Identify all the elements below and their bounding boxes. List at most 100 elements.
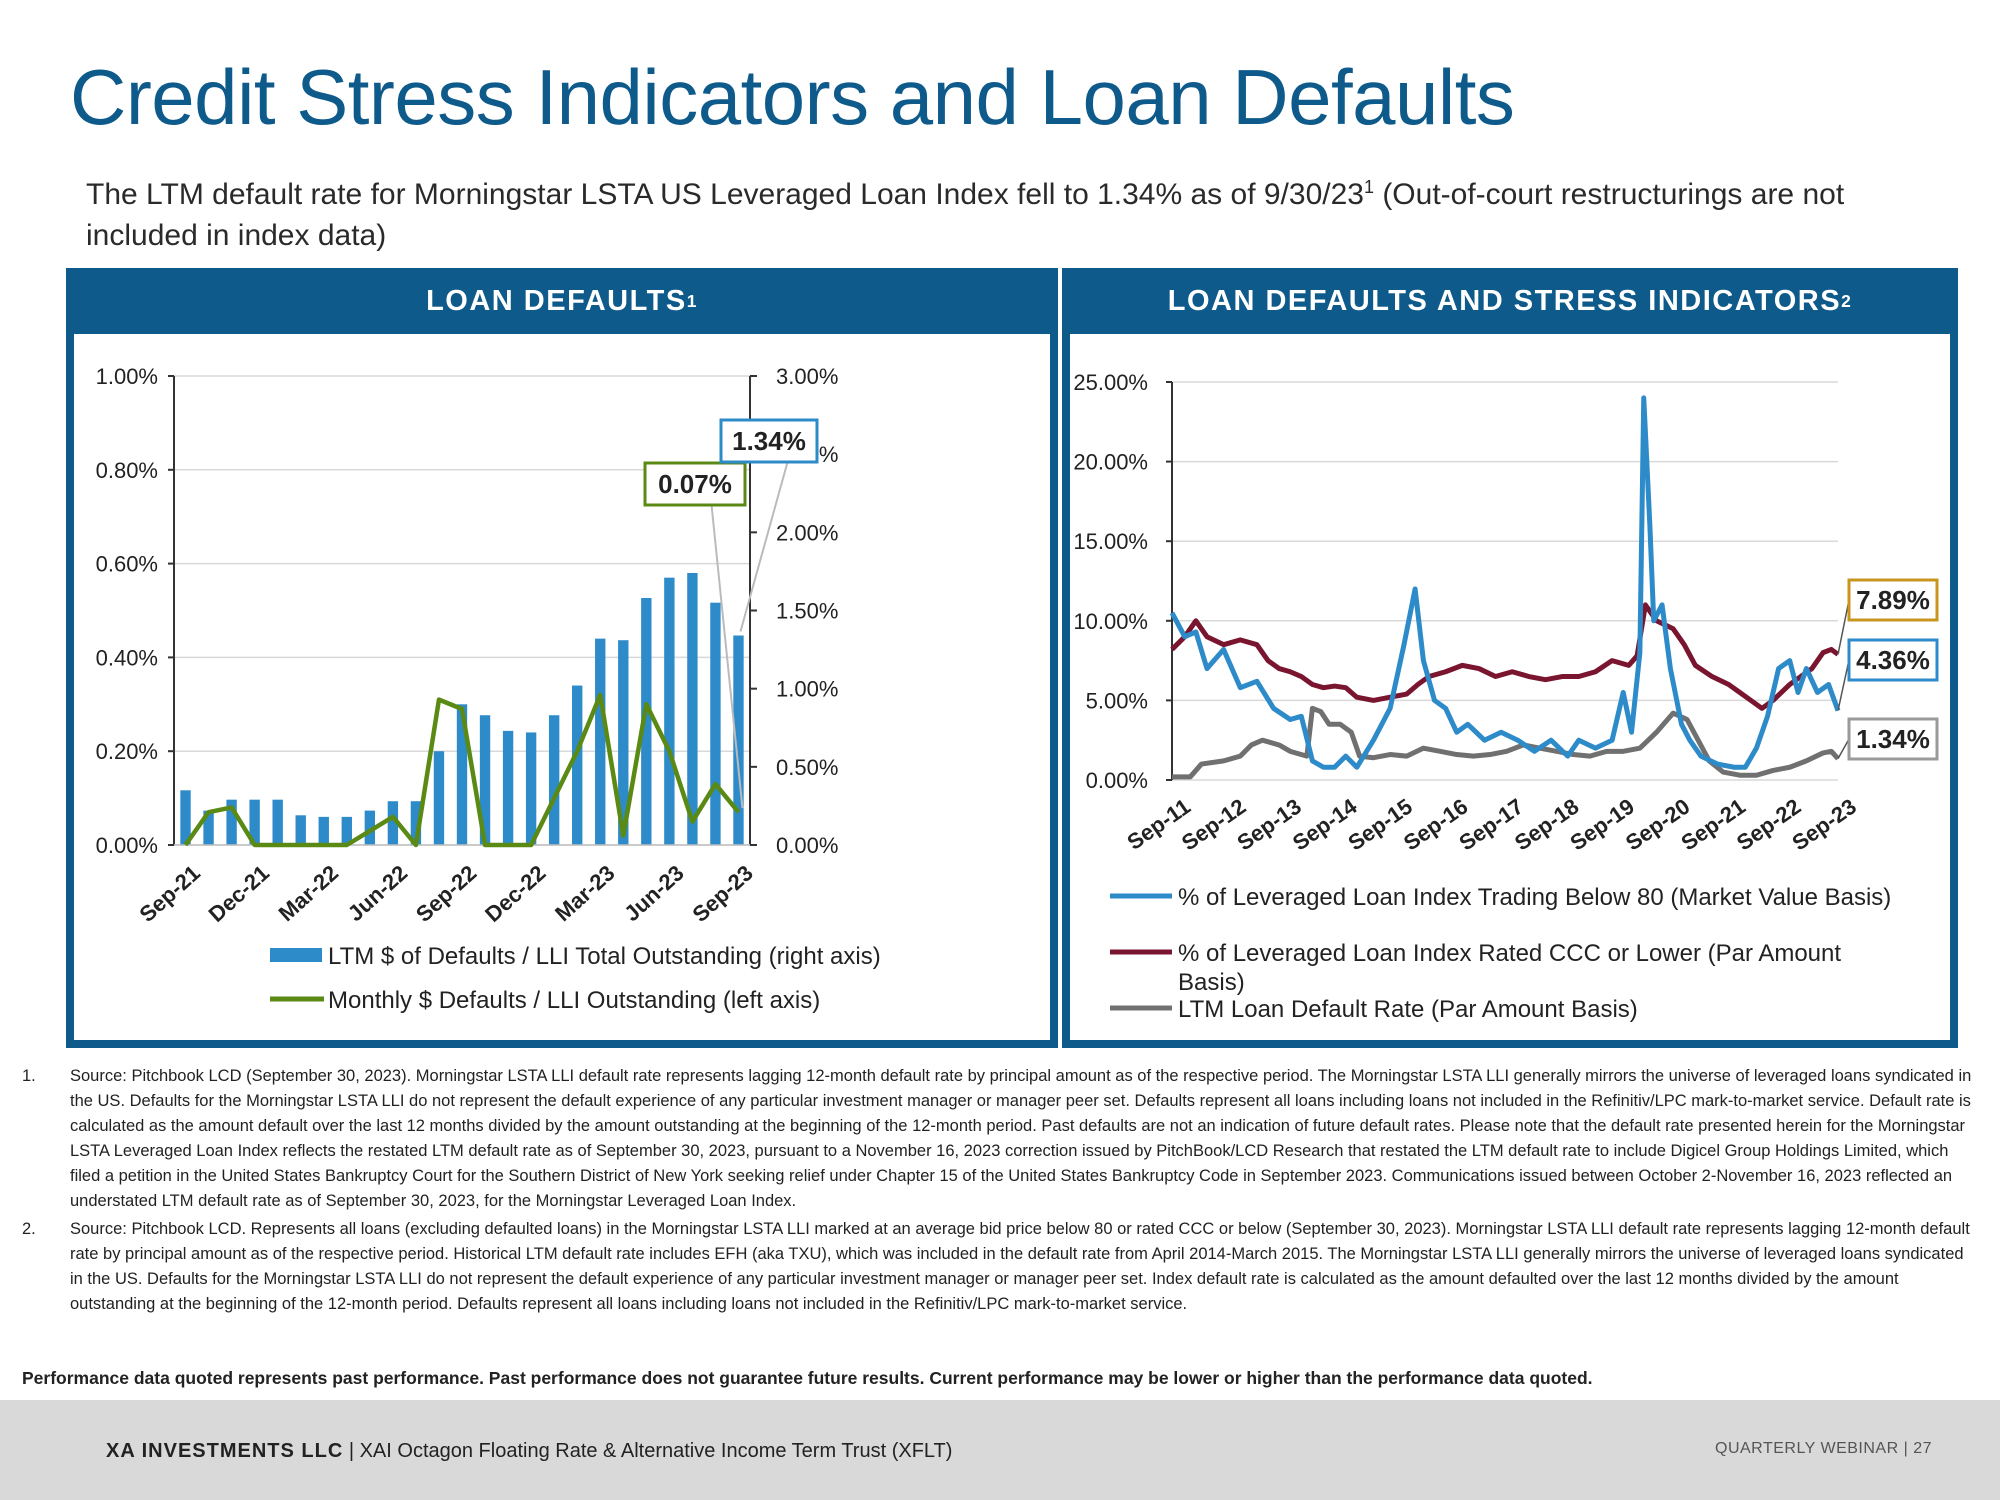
right-axis-tick-label: 0.00% xyxy=(776,833,838,858)
right-axis-tick-label: 1.50% xyxy=(776,599,838,624)
ltm-default-bar xyxy=(572,685,583,845)
x-axis-tick-label: Sep-22 xyxy=(411,860,481,927)
footnote-1-text: Source: Pitchbook LCD (September 30, 202… xyxy=(70,1067,1972,1210)
ltm-default-bar xyxy=(502,730,514,845)
footnote-2-text: Source: Pitchbook LCD. Represents all lo… xyxy=(70,1220,1970,1313)
performance-disclaimer: Performance data quoted represents past … xyxy=(22,1368,1593,1388)
footnote-1-number: 1. xyxy=(22,1067,36,1085)
y-axis-tick-label: 0.00% xyxy=(1086,768,1148,793)
ltm-default-bar xyxy=(664,577,675,845)
ltm-default-bar xyxy=(456,704,468,845)
loan-defaults-header-text: LOAN DEFAULTS xyxy=(426,284,687,317)
below-80-series-line xyxy=(1169,395,1841,770)
footer-firm-name: XA INVESTMENTS LLC xyxy=(106,1440,344,1462)
footnote-2: 2. Source: Pitchbook LCD. Represents all… xyxy=(18,1217,1980,1317)
ltm-default-bar xyxy=(341,816,352,845)
right-axis-tick-label: 1.00% xyxy=(776,677,838,702)
ltm-default-bar xyxy=(618,640,629,845)
subtitle-text-b: (Out-of-court restructurings are not inc… xyxy=(86,178,1845,252)
ltm-default-bar xyxy=(479,715,491,845)
ccc-callout-label: 7.89% xyxy=(1856,585,1930,615)
left-axis-tick-label: 0.20% xyxy=(96,739,158,764)
left-axis-tick-label: 0.40% xyxy=(96,645,158,670)
stress-indicators-panel: LOAN DEFAULTS AND STRESS INDICATORS 2 0.0… xyxy=(1062,268,1958,1048)
left-axis-tick-label: 0.80% xyxy=(96,458,158,483)
right-axis-tick-label: 2.00% xyxy=(776,520,838,545)
legend-monthly-label: Monthly $ Defaults / LLI Outstanding (le… xyxy=(328,987,820,1014)
stress-indicators-chart: 0.00%5.00%10.00%15.00%20.00%25.00%Sep-11… xyxy=(1073,370,1939,1023)
y-axis-tick-label: 25.00% xyxy=(1073,370,1148,395)
ltm-default-bar xyxy=(318,816,329,845)
ccc-callout-leader xyxy=(1837,599,1850,655)
page-title: Credit Stress Indicators and Loan Defaul… xyxy=(70,53,1515,141)
footer-webinar-label: QUARTERLY WEBINAR xyxy=(1715,1440,1899,1457)
x-axis-tick-label: Mar-22 xyxy=(274,860,343,926)
footer-right: QUARTERLY WEBINAR | 27 xyxy=(1715,1440,1932,1458)
y-axis-tick-label: 15.00% xyxy=(1073,529,1148,554)
footer-page-separator: | xyxy=(1898,1440,1914,1457)
page-footer: XA INVESTMENTS LLC | XAI Octagon Floatin… xyxy=(0,1400,2000,1500)
ltm-default-bar xyxy=(272,799,283,845)
left-axis-tick-label: 0.00% xyxy=(96,833,158,858)
monthly-callout-label: 0.07% xyxy=(658,469,732,499)
ltm-default-bar xyxy=(295,815,306,845)
footer-fund-name: XAI Octagon Floating Rate & Alternative … xyxy=(359,1440,953,1462)
legend-ltm-label: LTM $ of Defaults / LLI Total Outstandin… xyxy=(328,943,881,970)
right-axis-tick-label: 0.50% xyxy=(776,755,838,780)
x-axis-tick-label: Dec-22 xyxy=(480,860,550,927)
y-axis-tick-label: 20.00% xyxy=(1073,450,1148,475)
ltm-default-bar xyxy=(180,790,191,845)
ltm-default-bar xyxy=(710,602,721,845)
monthly-callout-box xyxy=(643,461,747,507)
ltm-default-bar xyxy=(364,810,376,845)
ltm-callout-box xyxy=(719,418,819,464)
ltm-default-callout-leader xyxy=(1837,738,1850,760)
x-axis-tick-label: Jun-23 xyxy=(619,860,688,926)
footer-page-number: 27 xyxy=(1913,1440,1932,1457)
x-axis-tick-label: Sep-23 xyxy=(687,860,757,927)
ltm-default-bar xyxy=(433,751,445,845)
footer-separator: | xyxy=(343,1440,360,1462)
stress-indicators-chart-area: 0.00% 5.00% 10.00% 15.00% 20.00% 25.00% Sep-11… xyxy=(1070,334,1950,1040)
ltm-default-bar xyxy=(548,715,560,845)
loan-defaults-header: LOAN DEFAULTS 1 xyxy=(426,284,698,317)
below-80-callout-box xyxy=(1847,638,1939,682)
legend-ccc-label: % of Leveraged Loan Index Rated CCC or L… xyxy=(1178,940,1841,996)
footer-left: XA INVESTMENTS LLC | XAI Octagon Floatin… xyxy=(106,1440,952,1463)
ltm-callout-leader xyxy=(739,445,793,632)
x-axis-tick-label: Mar-23 xyxy=(550,860,619,926)
ltm-default-callout-label: 1.34% xyxy=(1856,724,1930,754)
loan-defaults-chart: 0.00% 0.20% 0.40% 0.60% 0.80% 1.00% 0.00% 0.50%… xyxy=(96,364,881,1014)
legend-below-80-label: % of Leveraged Loan Index Trading Below … xyxy=(1178,884,1891,911)
y-axis-tick-label: 5.00% xyxy=(1086,688,1148,713)
left-axis-tick-label: 0.60% xyxy=(96,552,158,577)
monthly-default-line xyxy=(183,692,741,848)
ltm-default-bar xyxy=(525,732,537,845)
ltm-default-series-line xyxy=(1172,705,1840,780)
ltm-default-bar xyxy=(387,801,399,845)
y-axis-tick-label: 10.00% xyxy=(1073,609,1148,634)
x-axis-tick-label: Dec-21 xyxy=(204,860,274,927)
ltm-callout-label: 1.34% xyxy=(732,426,806,456)
footnote-1: 1. Source: Pitchbook LCD (September 30, … xyxy=(18,1064,1980,1214)
ltm-default-bar xyxy=(410,801,422,845)
x-axis-tick-label: Sep-21 xyxy=(135,860,205,927)
ccc-series-line xyxy=(1170,602,1840,711)
page-subtitle: The LTM default rate for Morningstar LST… xyxy=(86,174,1926,256)
legend-ltm-default-label: LTM Loan Default Rate (Par Amount Basis) xyxy=(1178,996,1638,1023)
below-80-callout-label: 4.36% xyxy=(1856,645,1930,675)
loan-defaults-panel: LOAN DEFAULTS 1 0.00% 0.20% 0.40% 0.60% 0.80%… xyxy=(66,268,1058,1048)
ltm-default-bar xyxy=(641,597,652,845)
ltm-default-bar xyxy=(249,799,260,845)
legend-ltm-swatch xyxy=(270,948,322,962)
monthly-callout-leader xyxy=(709,489,744,809)
ltm-default-bar xyxy=(226,799,237,845)
ltm-default-bar xyxy=(733,635,744,845)
ltm-default-bar xyxy=(203,810,214,845)
subtitle-footnote-ref: 1 xyxy=(1363,177,1374,197)
ltm-default-callout-box xyxy=(1847,717,1939,761)
footnotes: 1. Source: Pitchbook LCD (September 30, … xyxy=(18,1064,1980,1320)
subtitle-text-a: The LTM default rate for Morningstar LST… xyxy=(86,178,1364,211)
x-axis-tick-label: Jun-22 xyxy=(343,860,412,926)
loan-defaults-chart-area: 0.00% 0.20% 0.40% 0.60% 0.80% 1.00% 0.00% 0.50%… xyxy=(74,334,1050,1040)
